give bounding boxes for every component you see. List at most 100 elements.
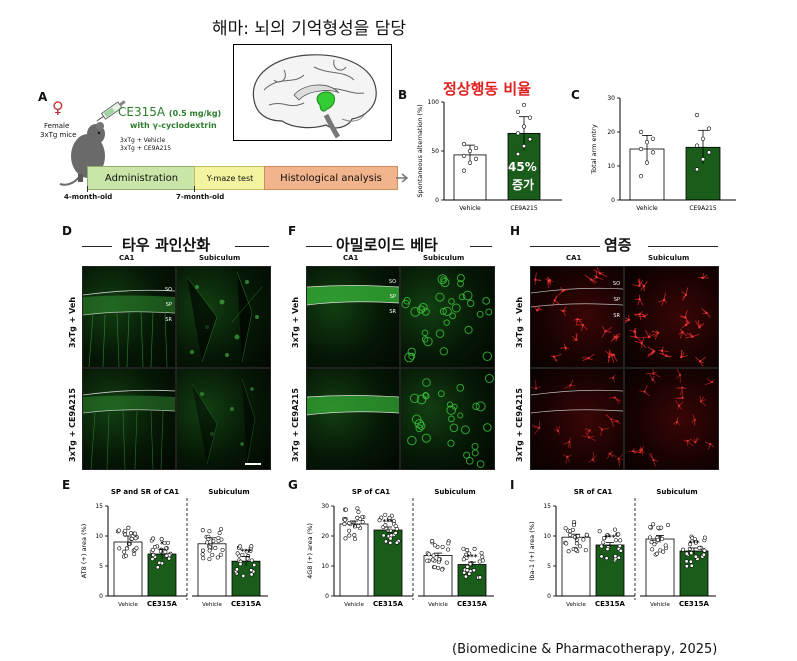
chart-g-ytick-label-0: 0 xyxy=(325,593,329,600)
svg-h-4-glia-9 xyxy=(691,437,700,443)
svg-h-1-soma-11 xyxy=(575,338,578,342)
page-title: 해마: 뇌의 기억형성을 담당 xyxy=(212,19,406,39)
svg-f-sub2-cell-23 xyxy=(463,451,471,459)
chart-i-point-3-1 xyxy=(688,542,693,547)
chart-e-point-2-21 xyxy=(207,545,212,550)
chart-e-point-0-18 xyxy=(129,531,133,536)
svg-h-2-soma-25 xyxy=(662,298,666,302)
chart-g-xlabel-1: CE315A xyxy=(373,600,404,608)
svg-h-4-glia-16 xyxy=(645,369,661,378)
svg-h-4-glia-10 xyxy=(699,395,707,407)
svg-h-4-glia-8 xyxy=(675,400,684,410)
chart-i-sig-3: *** xyxy=(689,539,700,547)
chart-e-point-0-1 xyxy=(117,546,122,551)
timeline-histology-label: Histological analysis xyxy=(280,172,382,184)
svg-f-sub1-cell-22 xyxy=(439,307,447,315)
svg-h-1-soma-14 xyxy=(534,278,537,281)
chart-i-ytick-label-3: 15 xyxy=(543,503,551,510)
chart-c-point-1-3 xyxy=(694,143,700,148)
chart-i-point-0-23 xyxy=(572,522,576,527)
chart-b-point-0-4 xyxy=(467,148,473,154)
chart-i-xlabel-3: CE315A xyxy=(679,600,710,608)
chart-e-point-0-16 xyxy=(123,553,128,558)
panel-f-col-sub: Subiculum xyxy=(423,254,465,262)
chart-i-point-3-11 xyxy=(684,564,689,569)
panel-d-veh-ca1-image: SO SP SR xyxy=(82,266,176,368)
chart-i-point-3-8 xyxy=(681,547,686,552)
panel-b-title: 정상행동 비율 xyxy=(443,80,532,98)
svg-f-sub1-cell-30 xyxy=(401,299,410,309)
chart-e-point-1-9 xyxy=(167,556,172,561)
chart-i-point-3-21 xyxy=(702,548,707,553)
panel-f-ce-sub-overlay xyxy=(407,374,494,468)
syringe-icon xyxy=(92,96,132,126)
svg-h-2-glia-10 xyxy=(681,318,691,328)
svg-h-1-soma-19 xyxy=(595,276,598,279)
chart-e-point-2-20 xyxy=(216,536,221,541)
chart-e-xlabel-3: CE315A xyxy=(231,600,262,608)
chart-e-point-2-4 xyxy=(207,548,212,553)
svg-h-1-glia-18 xyxy=(605,350,616,364)
end-age: 7-month-old xyxy=(176,193,225,201)
chart-g-point-2-20 xyxy=(431,553,436,558)
chart-b-point-0-5 xyxy=(473,145,479,151)
panel-f-title: 아밀로이드 베타 xyxy=(336,236,438,254)
chart-g-svg: 0 10 20 30 4G8 (+) area (%) SP of CA1 Subiculu… xyxy=(306,488,494,608)
chart-g-point-3-22 xyxy=(479,551,484,556)
panel-e-letter: E xyxy=(62,478,71,492)
panel-f-ce-ca1-image xyxy=(306,368,400,470)
chart-g-point-3-23 xyxy=(480,558,485,563)
timeline-administration-label: Administration xyxy=(104,172,179,184)
chart-g-point-2-15 xyxy=(433,543,438,548)
svg-f-sub2-cell-17 xyxy=(446,401,454,408)
timeline-tick-end xyxy=(194,186,195,192)
chart-b-point-0-2 xyxy=(473,156,479,161)
chart-i-point-2-18 xyxy=(656,525,661,530)
chart-g-point-3-11 xyxy=(461,546,466,551)
chart-e-point-2-7 xyxy=(219,527,224,532)
svg-h-2-glia-9 xyxy=(638,313,649,317)
panel-f-rule-right xyxy=(470,246,492,247)
group-ce9a215: 3xTg + CE9A215 xyxy=(120,145,172,152)
chart-e-point-0-23 xyxy=(132,531,137,536)
svg-f-sub2-cell-4 xyxy=(446,405,456,415)
svg-h-2-soma-23 xyxy=(652,350,656,353)
chart-e-ylabel: AT8 (+) area (%) xyxy=(80,524,88,579)
chart-i-point-1-10 xyxy=(614,538,618,543)
svg-f-sub2-cell-11 xyxy=(421,433,431,443)
female-symbol: ♀ xyxy=(52,98,64,117)
chart-c-point-1-6 xyxy=(694,112,700,118)
svg-h-4-glia-2 xyxy=(634,446,646,456)
chart-e-point-2-17 xyxy=(218,552,223,557)
svg-h-3-soma-13 xyxy=(534,387,538,390)
chart-g-point-1-21 xyxy=(388,536,393,541)
chart-e-point-0-6 xyxy=(126,525,131,530)
svg-h-4-soma-14 xyxy=(693,418,697,422)
svg-f-sub1-cell-24 xyxy=(423,336,433,347)
chart-g-point-1-15 xyxy=(393,531,398,536)
chart-b-point-1-3 xyxy=(515,131,521,136)
svg-h-4-soma-10 xyxy=(699,400,703,403)
svg-h-3-soma-9 xyxy=(568,440,571,444)
svg-h-2-glia-17 xyxy=(647,349,654,358)
chart-i-point-1-20 xyxy=(617,544,622,549)
svg-h-4-soma-11 xyxy=(681,396,684,400)
svg-h-3-glia-8 xyxy=(609,374,616,383)
panel-f-layer-sp: SP xyxy=(389,294,396,300)
chart-e-point-3-19 xyxy=(235,551,240,556)
chart-b-point-0-0 xyxy=(461,168,467,173)
svg-h-1-glia-21 xyxy=(560,343,570,352)
svg-h-4-glia-15 xyxy=(675,387,687,396)
panel-h-ce-sub-image xyxy=(624,368,719,470)
svg-f-sub1-cell-7 xyxy=(404,352,415,363)
chart-e-ytick-label-0: 0 xyxy=(99,593,103,600)
svg-h-2-soma-0 xyxy=(698,360,702,363)
panel-d-ce-ca1-overlay xyxy=(83,389,175,469)
chart-b-ylabel: Spontaneous alternation (%) xyxy=(416,104,424,197)
panel-h-col-sub: Subiculum xyxy=(648,254,690,262)
drug-dose: (0.5 mg/kg) xyxy=(168,109,222,118)
chart-g-bar-3 xyxy=(457,564,487,597)
svg-f-sub2-cell-19 xyxy=(471,449,479,457)
svg-f-sub1-cell-28 xyxy=(418,302,428,312)
svg-f-sub2-cell-5 xyxy=(476,460,485,468)
